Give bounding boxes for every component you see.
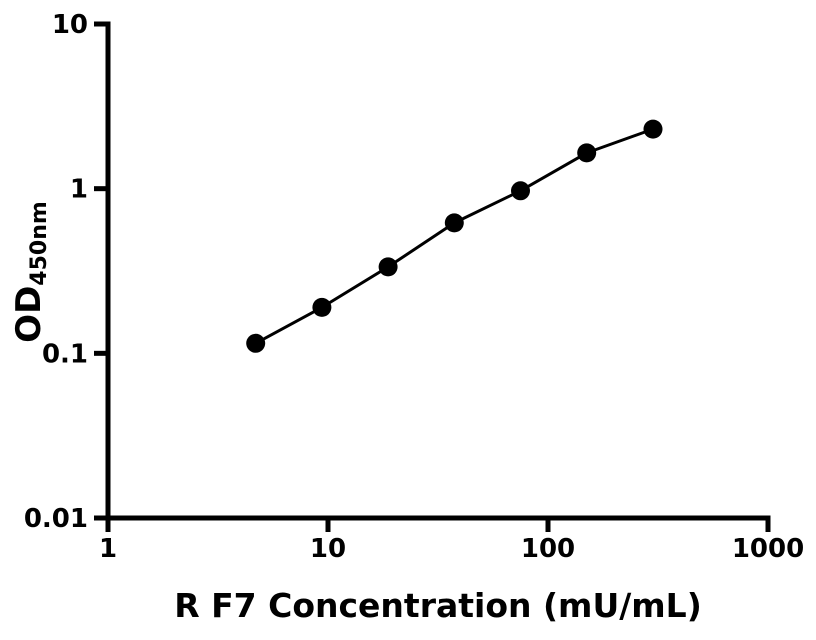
data-series	[246, 119, 663, 353]
data-point	[511, 181, 530, 201]
y-tick-label: 10	[52, 10, 88, 40]
x-tick-label: 1000	[732, 534, 804, 564]
x-tick-label: 100	[521, 534, 575, 564]
y-axis-title: OD450nm	[9, 201, 52, 343]
data-point	[312, 297, 332, 317]
y-axis-title-subscript: 450nm	[27, 201, 52, 286]
axes	[94, 21, 771, 532]
x-tick-label: 10	[310, 534, 346, 564]
tick-labels: 10 1 0.1 0.01 1 10 100 1000	[24, 10, 804, 564]
x-axis-title: R F7 Concentration (mU/mL)	[174, 586, 702, 625]
y-axis-title-main: OD	[9, 286, 49, 343]
y-tick-label: 0.1	[42, 339, 88, 369]
data-point	[444, 213, 464, 233]
x-tick-label: 1	[99, 534, 117, 564]
data-point	[577, 143, 597, 163]
data-point	[378, 257, 398, 277]
y-tick-label: 0.01	[24, 504, 88, 534]
data-point	[246, 333, 266, 353]
axis-frame	[94, 21, 771, 532]
y-tick-label: 1	[70, 175, 88, 205]
data-point	[643, 119, 663, 139]
